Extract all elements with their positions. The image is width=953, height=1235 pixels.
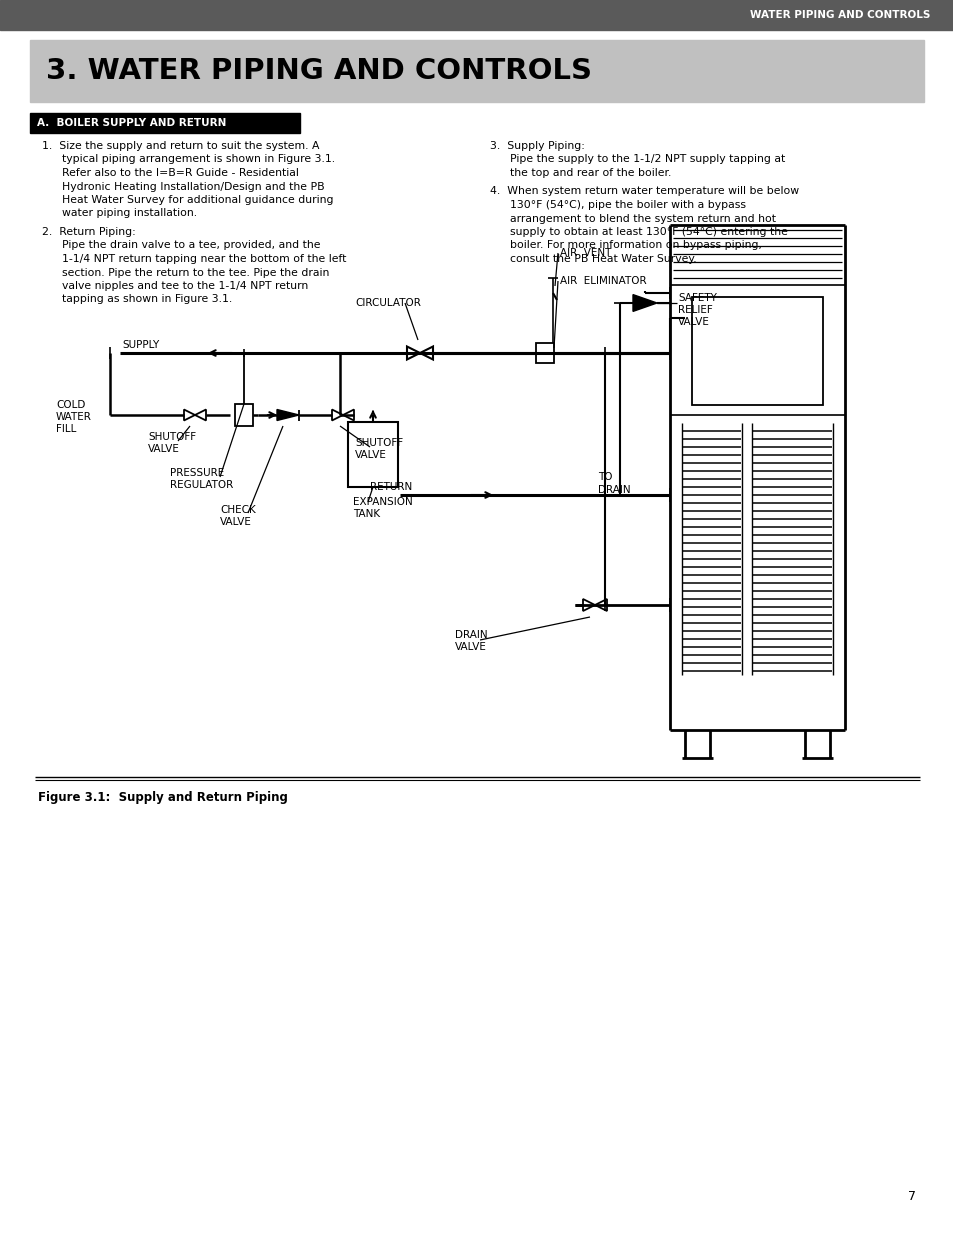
Text: VALVE: VALVE xyxy=(455,642,486,652)
Text: 1.  Size the supply and return to suit the system. A: 1. Size the supply and return to suit th… xyxy=(42,141,319,151)
Text: 2.  Return Piping:: 2. Return Piping: xyxy=(42,227,135,237)
Text: consult the PB Heat Water Survey.: consult the PB Heat Water Survey. xyxy=(510,254,696,264)
Text: 3.  Supply Piping:: 3. Supply Piping: xyxy=(490,141,584,151)
Text: FILL: FILL xyxy=(56,424,76,433)
Bar xyxy=(234,404,253,426)
Text: EXPANSION: EXPANSION xyxy=(353,496,413,508)
Text: 3. WATER PIPING AND CONTROLS: 3. WATER PIPING AND CONTROLS xyxy=(46,57,592,85)
Text: Hydronic Heating Installation/Design and the PB: Hydronic Heating Installation/Design and… xyxy=(62,182,324,191)
Text: SHUTOFF: SHUTOFF xyxy=(355,438,403,448)
Text: VALVE: VALVE xyxy=(148,445,180,454)
Text: typical piping arrangement is shown in Figure 3.1.: typical piping arrangement is shown in F… xyxy=(62,154,335,164)
Bar xyxy=(691,296,822,405)
Text: SHUTOFF: SHUTOFF xyxy=(148,432,196,442)
Bar xyxy=(536,343,554,363)
Text: valve nipples and tee to the 1-1/4 NPT return: valve nipples and tee to the 1-1/4 NPT r… xyxy=(62,282,308,291)
Bar xyxy=(30,112,299,133)
Text: WATER: WATER xyxy=(56,412,91,422)
Text: SAFETY: SAFETY xyxy=(678,293,716,303)
Bar xyxy=(348,422,397,487)
Text: arrangement to blend the system return and hot: arrangement to blend the system return a… xyxy=(510,214,775,224)
Text: CIRCULATOR: CIRCULATOR xyxy=(355,298,420,308)
Text: A.  BOILER SUPPLY AND RETURN: A. BOILER SUPPLY AND RETURN xyxy=(37,119,226,128)
Text: Pipe the supply to the 1-1/2 NPT supply tapping at: Pipe the supply to the 1-1/2 NPT supply … xyxy=(510,154,784,164)
Text: TANK: TANK xyxy=(353,509,379,519)
Bar xyxy=(0,0,953,30)
Text: SUPPLY: SUPPLY xyxy=(122,340,159,350)
Text: COLD: COLD xyxy=(56,400,85,410)
Text: VALVE: VALVE xyxy=(355,450,387,459)
Text: supply to obtain at least 130°F (54°C) entering the: supply to obtain at least 130°F (54°C) e… xyxy=(510,227,787,237)
Text: 130°F (54°C), pipe the boiler with a bypass: 130°F (54°C), pipe the boiler with a byp… xyxy=(510,200,745,210)
Text: AIR  VENT: AIR VENT xyxy=(559,248,611,258)
Text: section. Pipe the return to the tee. Pipe the drain: section. Pipe the return to the tee. Pip… xyxy=(62,268,329,278)
Text: water piping installation.: water piping installation. xyxy=(62,209,197,219)
Text: Refer also to the I=B=R Guide - Residential: Refer also to the I=B=R Guide - Resident… xyxy=(62,168,298,178)
Text: CHECK: CHECK xyxy=(220,505,255,515)
Text: VALVE: VALVE xyxy=(220,517,252,527)
Text: tapping as shown in Figure 3.1.: tapping as shown in Figure 3.1. xyxy=(62,294,232,305)
Text: Pipe the drain valve to a tee, provided, and the: Pipe the drain valve to a tee, provided,… xyxy=(62,241,320,251)
Text: PRESSURE: PRESSURE xyxy=(170,468,224,478)
Text: VALVE: VALVE xyxy=(678,317,709,327)
Text: Figure 3.1:  Supply and Return Piping: Figure 3.1: Supply and Return Piping xyxy=(38,790,288,804)
Polygon shape xyxy=(633,295,657,311)
Text: RETURN: RETURN xyxy=(370,482,412,492)
Text: RELIEF: RELIEF xyxy=(678,305,712,315)
Text: TO: TO xyxy=(598,472,612,482)
Text: REGULATOR: REGULATOR xyxy=(170,480,233,490)
Text: DRAIN: DRAIN xyxy=(455,630,487,640)
Text: the top and rear of the boiler.: the top and rear of the boiler. xyxy=(510,168,671,178)
Text: DRAIN: DRAIN xyxy=(598,485,630,495)
Polygon shape xyxy=(276,410,298,420)
Text: 1-1/4 NPT return tapping near the bottom of the left: 1-1/4 NPT return tapping near the bottom… xyxy=(62,254,346,264)
Text: WATER PIPING AND CONTROLS: WATER PIPING AND CONTROLS xyxy=(749,10,929,20)
Text: 7: 7 xyxy=(907,1191,915,1203)
Text: boiler. For more information on bypass piping,: boiler. For more information on bypass p… xyxy=(510,241,761,251)
Text: 4.  When system return water temperature will be below: 4. When system return water temperature … xyxy=(490,186,799,196)
Bar xyxy=(30,40,923,103)
Text: Heat Water Survey for additional guidance during: Heat Water Survey for additional guidanc… xyxy=(62,195,334,205)
Text: AIR  ELIMINATOR: AIR ELIMINATOR xyxy=(559,275,646,287)
